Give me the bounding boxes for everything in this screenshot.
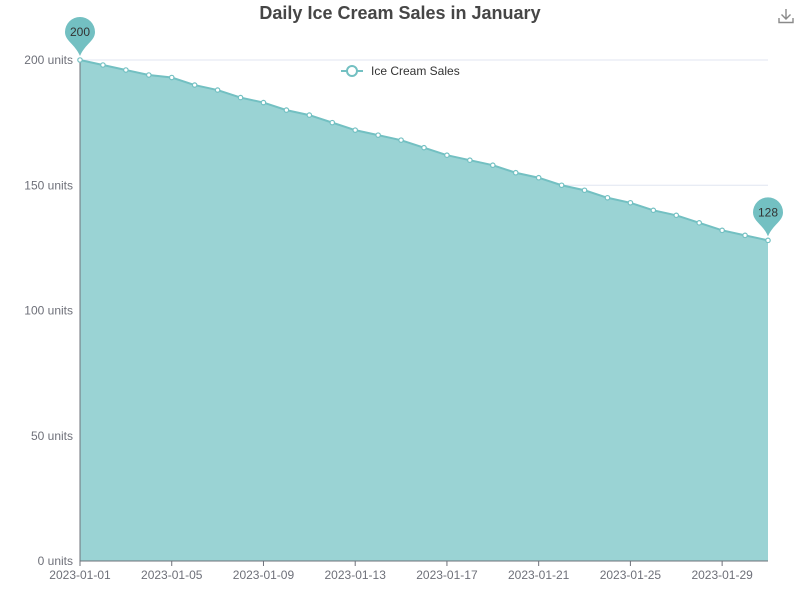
data-point [581, 187, 588, 194]
max-pin: 200 [65, 17, 95, 56]
legend[interactable]: Ice Cream Sales [341, 64, 460, 78]
x-tick-label: 2023-01-01 [49, 568, 111, 582]
max-pin-shape [65, 17, 95, 56]
x-tick-label: 2023-01-13 [325, 568, 387, 582]
data-point [742, 232, 748, 239]
data-point [100, 62, 106, 68]
data-point [467, 157, 473, 164]
min-pin-shape [753, 197, 783, 237]
data-point [558, 182, 565, 189]
data-point [512, 169, 519, 176]
download-icon[interactable] [776, 6, 796, 26]
data-point [283, 107, 290, 113]
y-tick-label: 100 units [24, 304, 73, 318]
x-tick-label: 2023-01-29 [691, 568, 753, 582]
x-tick-label: 2023-01-09 [233, 568, 295, 582]
data-points [77, 57, 771, 244]
series-area [80, 60, 768, 561]
data-point [535, 174, 542, 181]
data-point [604, 194, 611, 201]
data-point [627, 199, 634, 206]
data-point [444, 152, 450, 158]
data-point [191, 82, 198, 88]
min-pin-label: 128 [758, 205, 778, 219]
data-point [214, 87, 221, 93]
chart-title: Daily Ice Cream Sales in January [259, 3, 540, 23]
y-axis-ticks: 0 units 50 units 100 units 150 units 200 uni… [24, 53, 73, 568]
data-point [489, 162, 496, 169]
data-point [673, 212, 680, 219]
y-tick-label: 0 units [38, 554, 73, 568]
data-point [306, 112, 313, 118]
data-point [146, 72, 152, 78]
axes [79, 60, 768, 562]
data-point [168, 74, 175, 81]
x-tick-label: 2023-01-17 [416, 568, 478, 582]
x-axis-ticks: 2023-01-01 2023-01-05 2023-01-09 2023-01-13… [49, 561, 753, 582]
y-tick-label: 200 units [24, 53, 73, 67]
legend-marker [346, 65, 358, 77]
data-point [398, 137, 404, 143]
data-point [260, 99, 267, 106]
data-point [421, 144, 427, 151]
legend-label: Ice Cream Sales [371, 64, 460, 78]
data-point [650, 207, 657, 214]
data-point [696, 220, 703, 226]
min-pin: 128 [753, 197, 783, 237]
data-point [765, 237, 771, 244]
x-tick-label: 2023-01-05 [141, 568, 203, 582]
data-point [77, 57, 83, 63]
y-tick-label: 150 units [24, 178, 73, 192]
data-point [237, 94, 244, 101]
x-tick-label: 2023-01-25 [600, 568, 662, 582]
data-point [123, 67, 129, 73]
pin-markers: 200 128 [65, 17, 783, 237]
data-point [352, 127, 359, 133]
area-layer [79, 59, 769, 561]
max-pin-label: 200 [70, 25, 90, 39]
y-tick-label: 50 units [31, 429, 73, 443]
data-point [719, 227, 725, 234]
data-point [375, 132, 381, 138]
x-tick-label: 2023-01-21 [508, 568, 570, 582]
data-point [329, 119, 336, 126]
